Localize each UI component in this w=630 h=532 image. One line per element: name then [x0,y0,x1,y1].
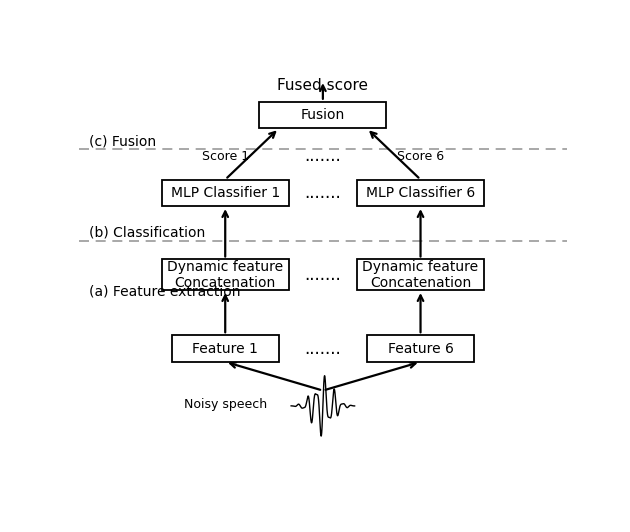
Text: Score 6: Score 6 [397,151,444,163]
Text: (c) Fusion: (c) Fusion [88,135,156,148]
FancyBboxPatch shape [162,260,289,290]
Text: .......: ....... [304,266,341,284]
Text: (b) Classification: (b) Classification [88,226,205,239]
FancyBboxPatch shape [357,180,484,206]
Text: Feature 1: Feature 1 [192,342,258,355]
Text: MLP Classifier 6: MLP Classifier 6 [366,186,475,200]
FancyBboxPatch shape [162,180,289,206]
FancyBboxPatch shape [367,335,474,362]
FancyBboxPatch shape [357,260,484,290]
Text: .......: ....... [304,147,341,165]
Text: .......: ....... [304,184,341,202]
Text: MLP Classifier 1: MLP Classifier 1 [171,186,280,200]
Text: Feature 6: Feature 6 [387,342,454,355]
Text: (a) Feature extraction: (a) Feature extraction [88,285,240,298]
Text: Dynamic feature
Concatenation: Dynamic feature Concatenation [167,260,284,290]
Text: Score 1: Score 1 [202,151,249,163]
Text: Noisy speech: Noisy speech [183,398,266,411]
Text: .......: ....... [304,339,341,358]
Text: Fusion: Fusion [301,108,345,122]
Text: Dynamic feature
Concatenation: Dynamic feature Concatenation [362,260,479,290]
FancyBboxPatch shape [171,335,279,362]
FancyBboxPatch shape [260,102,386,128]
Text: Fused score: Fused score [277,78,369,93]
